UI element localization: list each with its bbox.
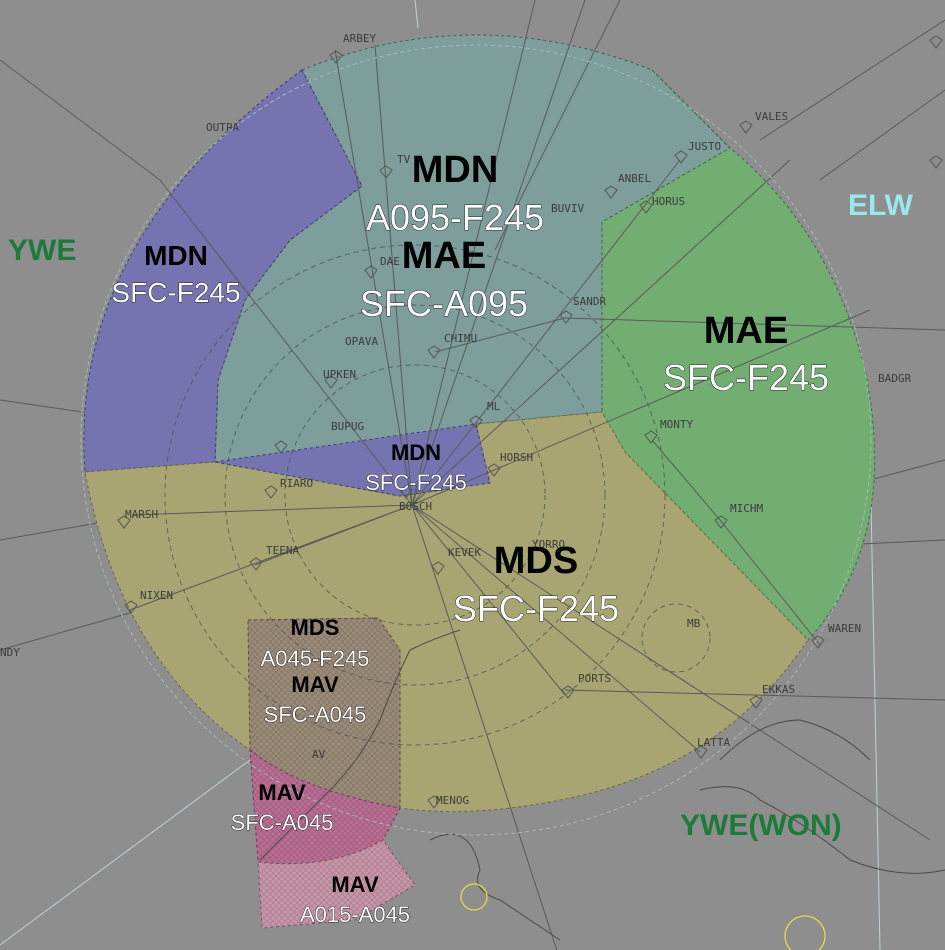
sector-mds-main-name: MDS bbox=[494, 540, 578, 582]
sector-mae-east-limits: SFC-F245 bbox=[663, 357, 829, 398]
sector-mae-east[interactable] bbox=[601, 69, 876, 641]
waypoint-tv: TV bbox=[397, 153, 411, 166]
sector-mdn-center-name: MDN bbox=[391, 440, 441, 465]
waypoint-buviv: BUVIV bbox=[551, 202, 584, 215]
sector-mav-low-name: MAV bbox=[258, 780, 306, 805]
adjacent-elw-label: ELW bbox=[848, 189, 914, 222]
waypoint-teena: TEENA bbox=[266, 544, 299, 557]
waypoint-latta: LATTA bbox=[697, 736, 730, 749]
adjacent-ywe-won-label: YWE(WON) bbox=[680, 809, 842, 842]
background-boundaries bbox=[0, 0, 881, 950]
waypoint-dae: DAE bbox=[380, 255, 400, 268]
sector-mav-bottom[interactable] bbox=[257, 839, 416, 929]
sector-mav-bottom-name: MAV bbox=[331, 872, 379, 897]
sector-mds-mav-hatched[interactable] bbox=[247, 617, 401, 813]
sector-mav-sw-limits: SFC-A045 bbox=[264, 702, 367, 727]
waypoint-monty: MONTY bbox=[660, 418, 693, 431]
waypoint-badgr: BADGR bbox=[878, 372, 911, 385]
adjacent-ywe-label: YWE bbox=[8, 234, 76, 267]
waypoint-horsh: HORSH bbox=[500, 451, 533, 464]
sector-labels: MDN A095-F245 MAE SFC-A095 MDN SFC-F245 … bbox=[111, 149, 829, 927]
sector-mdn-upper-limits: A095-F245 bbox=[366, 197, 544, 238]
waypoint-bosch: BOSCH bbox=[399, 500, 432, 513]
waypoint-ports: PORTS bbox=[578, 672, 611, 685]
waypoint-chimu: CHIMU bbox=[444, 332, 477, 345]
sector-mae-upper-name: MAE bbox=[402, 235, 486, 277]
waypoint-riaro: RIARO bbox=[280, 477, 313, 490]
waypoint-ndy: NDY bbox=[0, 646, 20, 659]
sector-mds-main-limits: SFC-F245 bbox=[453, 588, 619, 629]
waypoint-outpa: OUTPA bbox=[206, 121, 239, 134]
waypoint-av: AV bbox=[312, 748, 326, 761]
sector-mds-sw-limits: A045-F245 bbox=[261, 646, 370, 671]
waypoint-ml: ML bbox=[487, 400, 501, 413]
waypoint-yorro: YORRO bbox=[532, 538, 565, 551]
waypoint-michm: MICHM bbox=[730, 502, 763, 515]
sector-mav-bottom-limits: A015-A045 bbox=[300, 902, 410, 927]
sector-mdn-upper-name: MDN bbox=[412, 149, 499, 191]
waypoint-waren: WAREN bbox=[828, 622, 861, 635]
sector-mae-upper-limits: SFC-A095 bbox=[360, 283, 528, 324]
waypoint-labels: ARBEY OUTPA VALES JUSTO ANBEL HORUS BUVI… bbox=[0, 32, 911, 807]
sector-mav-low-limits: SFC-A045 bbox=[231, 810, 334, 835]
airspace-boundary bbox=[80, 44, 872, 836]
waypoint-opava: OPAVA bbox=[345, 335, 378, 348]
waypoint-marsh: MARSH bbox=[125, 508, 158, 521]
sector-mdn-west[interactable] bbox=[83, 69, 363, 473]
sector-mdn-west-name: MDN bbox=[144, 240, 208, 271]
sector-mdn-center-limits: SFC-F245 bbox=[365, 470, 466, 495]
waypoint-ekkas: EKKAS bbox=[762, 683, 795, 696]
sector-mav-sw-name: MAV bbox=[291, 672, 339, 697]
waypoint-menog: MENOG bbox=[436, 794, 469, 807]
waypoint-kevek: KEVEK bbox=[448, 546, 481, 559]
route-network bbox=[129, 0, 945, 950]
waypoint-nixen: NIXEN bbox=[140, 589, 173, 602]
waypoint-bupug: BUPUG bbox=[331, 420, 364, 433]
waypoint-anbel: ANBEL bbox=[618, 172, 651, 185]
vor-ring-south bbox=[460, 883, 488, 911]
vor-ring-southeast bbox=[784, 915, 826, 950]
waypoint-mb: MB bbox=[687, 617, 701, 630]
waypoint-justo: JUSTO bbox=[688, 140, 721, 153]
inner-rings bbox=[164, 244, 711, 746]
waypoint-horus: HORUS bbox=[652, 195, 685, 208]
waypoint-markers bbox=[117, 35, 943, 809]
sector-mds-sw-name: MDS bbox=[291, 615, 340, 640]
sector-mdn-west-limits: SFC-F245 bbox=[111, 277, 240, 308]
waypoint-sandr: SANDR bbox=[573, 295, 606, 308]
waypoint-upken: UPKEN bbox=[323, 368, 356, 381]
waypoint-arbey: ARBEY bbox=[343, 32, 376, 45]
sector-mae-east-name: MAE bbox=[704, 310, 788, 352]
waypoint-vales: VALES bbox=[755, 110, 788, 123]
